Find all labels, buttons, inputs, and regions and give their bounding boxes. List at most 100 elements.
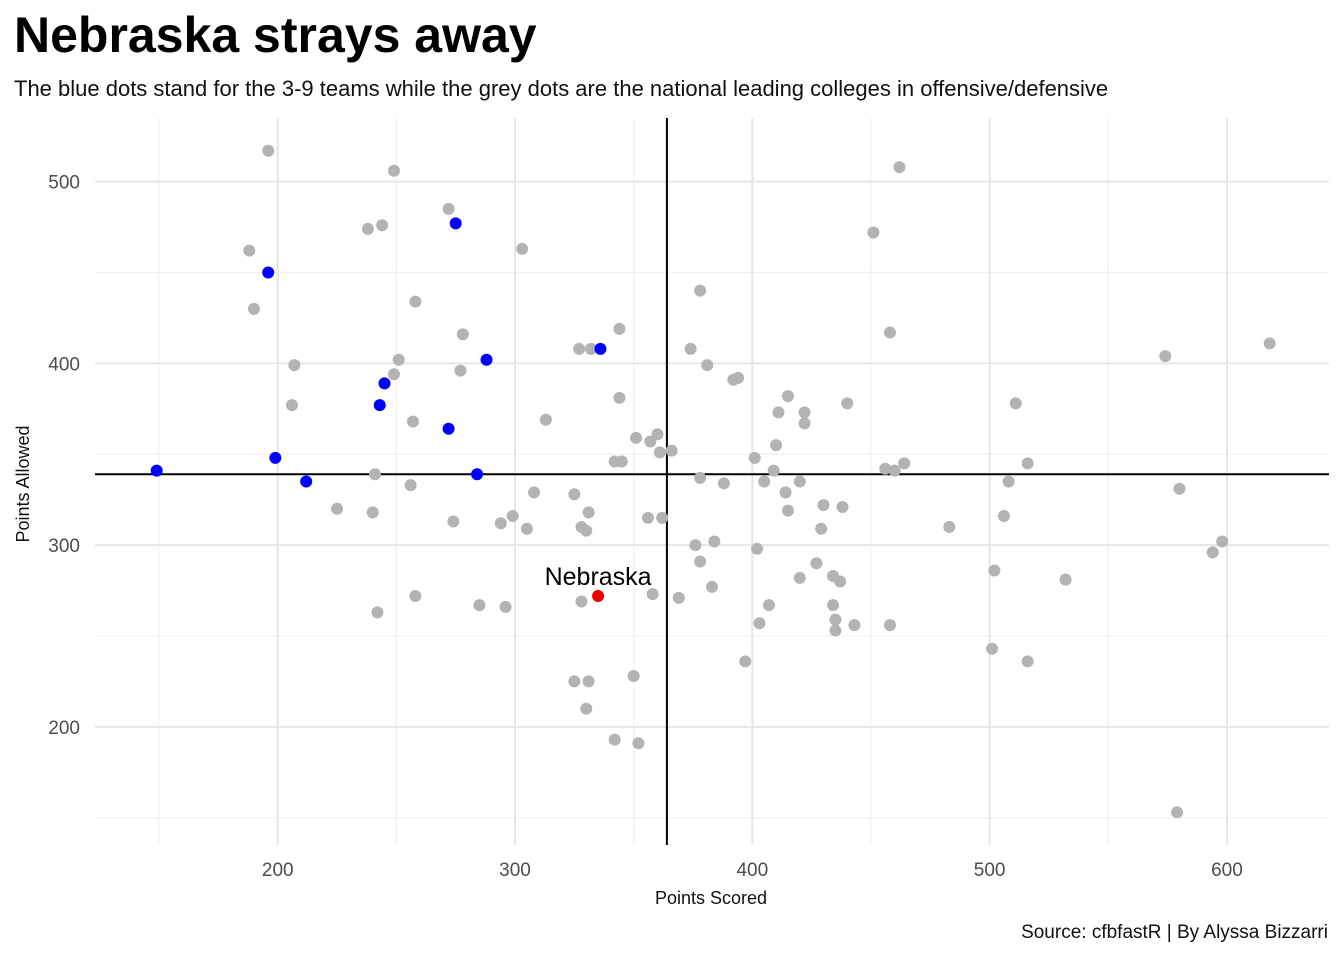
grey-point — [371, 606, 384, 619]
grey-point — [613, 391, 626, 404]
grey-point — [943, 520, 956, 533]
x-tick-label: 500 — [974, 860, 1006, 881]
grey-point — [1173, 482, 1186, 495]
blue-point — [300, 475, 313, 488]
grey-point — [672, 591, 685, 604]
grey-point — [243, 244, 256, 257]
grey-point — [893, 161, 906, 174]
grey-point — [582, 675, 595, 688]
grey-point — [732, 371, 745, 384]
chart-subtitle: The blue dots stand for the 3-9 teams wh… — [14, 76, 1109, 101]
grey-point — [815, 522, 828, 535]
y-tick-label: 300 — [48, 536, 80, 557]
y-tick-label: 400 — [48, 354, 80, 375]
grey-point — [608, 733, 621, 746]
grey-point — [331, 502, 344, 515]
grey-point — [665, 444, 678, 457]
grey-point — [447, 515, 460, 528]
grey-point — [615, 455, 628, 468]
grey-point — [262, 144, 275, 157]
minor-gridlines — [95, 118, 1329, 845]
grey-point — [767, 464, 780, 477]
grey-point — [568, 675, 581, 688]
grey-point — [288, 359, 301, 372]
blue-point — [373, 399, 386, 412]
grey-point — [836, 500, 849, 513]
grey-point — [361, 222, 374, 235]
grey-point — [409, 295, 422, 308]
grey-point — [442, 202, 455, 215]
grey-point — [829, 624, 842, 637]
grey-point — [883, 326, 896, 339]
grey-point — [781, 390, 794, 403]
grey-point — [772, 406, 785, 419]
grey-point — [646, 588, 659, 601]
grey-point — [456, 328, 469, 341]
data-points — [150, 144, 1276, 819]
grey-point — [494, 517, 507, 530]
grey-point — [701, 359, 714, 372]
nebraska-label: Nebraska — [545, 563, 652, 591]
reference-lines — [95, 118, 1329, 845]
grey-point — [739, 655, 752, 668]
grey-point — [781, 504, 794, 517]
grey-point — [762, 599, 775, 612]
annotations: Nebraska — [545, 563, 652, 591]
grey-point — [779, 486, 792, 499]
y-tick-label: 500 — [48, 173, 80, 194]
grey-point — [748, 451, 761, 464]
blue-point — [442, 422, 455, 435]
major-gridlines — [95, 118, 1329, 845]
grey-point — [366, 506, 379, 519]
grey-point — [867, 226, 880, 239]
grey-point — [656, 511, 669, 524]
x-tick-label: 600 — [1211, 860, 1243, 881]
blue-point — [480, 353, 493, 366]
grey-point — [584, 342, 597, 355]
x-tick-label: 200 — [262, 860, 294, 881]
grey-point — [516, 242, 529, 255]
grey-point — [1002, 475, 1015, 488]
grey-point — [392, 353, 405, 366]
blue-point — [378, 377, 391, 390]
grey-point — [988, 564, 1001, 577]
grey-point — [770, 439, 783, 452]
grey-point — [888, 464, 901, 477]
grey-point — [1206, 546, 1219, 559]
grey-point — [520, 522, 533, 535]
grey-point — [613, 322, 626, 335]
grey-point — [684, 342, 697, 355]
grey-point — [829, 613, 842, 626]
grey-point — [582, 506, 595, 519]
grey-point — [580, 702, 593, 715]
grey-point — [758, 475, 771, 488]
grey-point — [848, 619, 861, 632]
grey-point — [376, 219, 389, 232]
grey-point — [539, 413, 552, 426]
grey-point — [898, 457, 911, 470]
grey-point — [798, 417, 811, 430]
grey-point — [1171, 806, 1184, 819]
grey-point — [1021, 655, 1034, 668]
grey-point — [879, 462, 892, 475]
grey-point — [810, 557, 823, 570]
highlight-point — [592, 590, 605, 603]
grey-point — [580, 524, 593, 537]
grey-point — [568, 488, 581, 501]
grey-point — [717, 477, 730, 490]
grey-point — [575, 595, 588, 608]
x-axis-ticks: 200 300 400 500 600 — [262, 860, 1243, 881]
grey-point — [627, 669, 640, 682]
grey-point — [1263, 337, 1276, 350]
grey-point — [651, 428, 664, 441]
grey-point — [793, 571, 806, 584]
grey-point — [694, 555, 707, 568]
grey-point — [499, 600, 512, 613]
grey-point — [834, 575, 847, 588]
grey-point — [641, 511, 654, 524]
grey-point — [1159, 350, 1172, 363]
grey-point — [1021, 457, 1034, 470]
grey-point — [653, 446, 666, 459]
blue-point — [594, 342, 607, 355]
